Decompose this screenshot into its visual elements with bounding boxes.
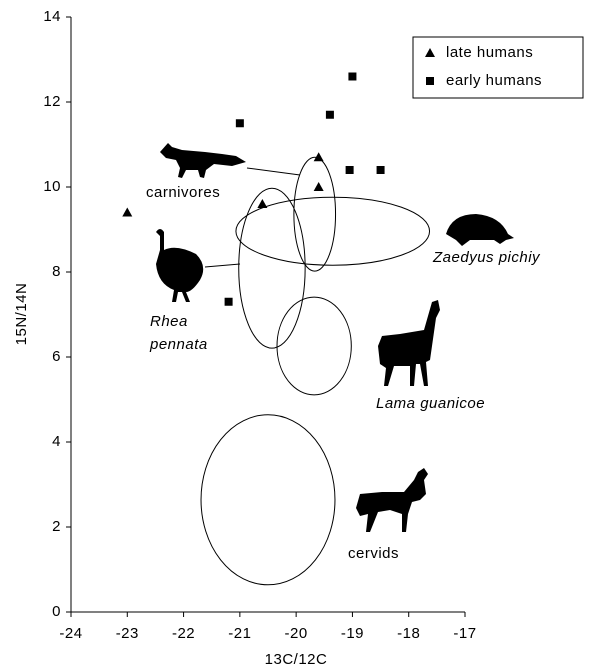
x-tick-label: -23 [116, 625, 139, 642]
triangle-marker [314, 152, 324, 161]
square-marker [236, 119, 244, 127]
annotation: Rhea [150, 313, 188, 330]
x-tick-label: -19 [341, 625, 364, 642]
leader-line [205, 264, 240, 267]
triangle-marker [314, 182, 324, 191]
y-tick-label: 4 [52, 433, 61, 450]
square-marker [225, 298, 233, 306]
legend-label: late humans [446, 44, 533, 61]
triangle-marker [122, 208, 132, 217]
armadillo-icon [446, 214, 514, 246]
y-tick-label: 12 [43, 93, 61, 110]
y-tick-label: 2 [52, 518, 61, 535]
region-ellipse [201, 415, 335, 585]
y-tick-label: 6 [52, 348, 61, 365]
legend-marker [426, 77, 434, 85]
y-tick-label: 0 [52, 603, 61, 620]
annotation: Zaedyus pichiy [432, 249, 541, 266]
y-tick-label: 14 [43, 8, 61, 25]
x-tick-label: -18 [397, 625, 420, 642]
x-tick-label: -22 [172, 625, 195, 642]
x-tick-label: -21 [228, 625, 251, 642]
square-marker [326, 111, 334, 119]
rhea-icon [156, 229, 203, 302]
legend-label: early humans [446, 72, 542, 89]
chart: 13C/12C 15N/14N 0 2 4 6 8 10 12 14 -24 -23 -22 -21 -… [0, 0, 592, 672]
annotation: Lama guanicoe [376, 395, 485, 412]
triangle-marker [257, 199, 267, 208]
annotation: carnivores [146, 184, 220, 201]
fox-icon [160, 143, 246, 178]
x-tick-label: -24 [59, 625, 82, 642]
leader-line [247, 168, 300, 175]
x-axis-title: 13C/12C [265, 651, 328, 668]
y-tick-label: 10 [43, 178, 61, 195]
square-marker [348, 73, 356, 81]
guanaco-icon [378, 300, 440, 386]
region-ellipse [277, 297, 351, 395]
y-tick-label: 8 [52, 263, 61, 280]
y-axis-title: 15N/14N [13, 283, 30, 346]
square-marker [346, 166, 354, 174]
region-ellipse [239, 188, 305, 348]
annotation: pennata [149, 336, 208, 353]
deer-icon [356, 468, 428, 532]
x-tick-label: -20 [285, 625, 308, 642]
square-marker [377, 166, 385, 174]
region-ellipse [294, 157, 336, 271]
annotation: cervids [348, 545, 399, 562]
x-tick-label: -17 [453, 625, 476, 642]
